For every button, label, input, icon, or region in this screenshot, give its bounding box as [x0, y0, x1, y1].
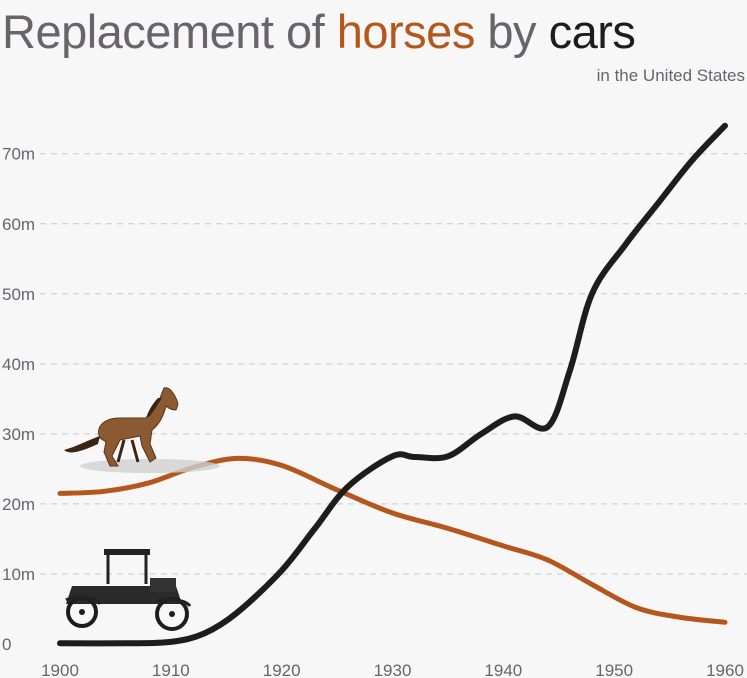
series-line-horses: [57, 455, 728, 625]
x-tick-label: 1960: [706, 661, 744, 678]
y-tick-label: 10m: [2, 565, 35, 584]
y-tick-label: 50m: [2, 285, 35, 304]
series-line-cars: [57, 122, 728, 647]
y-tick-label: 30m: [2, 425, 35, 444]
y-tick-label: 60m: [2, 215, 35, 234]
x-axis-ticks: 1900 1910 1920 1930 1940 1950 1960: [41, 661, 744, 678]
x-tick-label: 1910: [152, 661, 190, 678]
car-icon: [65, 549, 192, 631]
title-word: Replacement of: [2, 5, 337, 58]
y-tick-label: 0: [2, 635, 11, 654]
chart-subtitle: in the United States: [596, 66, 745, 85]
title-word: by: [474, 5, 549, 58]
y-tick-label: 20m: [2, 495, 35, 514]
x-tick-label: 1940: [484, 661, 522, 678]
x-tick-label: 1920: [263, 661, 301, 678]
horse-icon: [64, 387, 220, 473]
x-tick-label: 1950: [595, 661, 633, 678]
title-word-horses: horses: [336, 5, 476, 58]
title-word-cars: cars: [548, 5, 636, 58]
chart-title: Replacement of horses by cars: [2, 4, 636, 60]
x-tick-label: 1900: [41, 661, 79, 678]
series: [57, 122, 728, 647]
y-tick-label: 70m: [2, 145, 35, 164]
grid: [40, 153, 747, 575]
x-tick-label: 1930: [374, 661, 412, 678]
y-axis-ticks: 0 10m 20m 30m 40m 50m 60m 70m: [2, 145, 35, 654]
y-tick-label: 40m: [2, 355, 35, 374]
